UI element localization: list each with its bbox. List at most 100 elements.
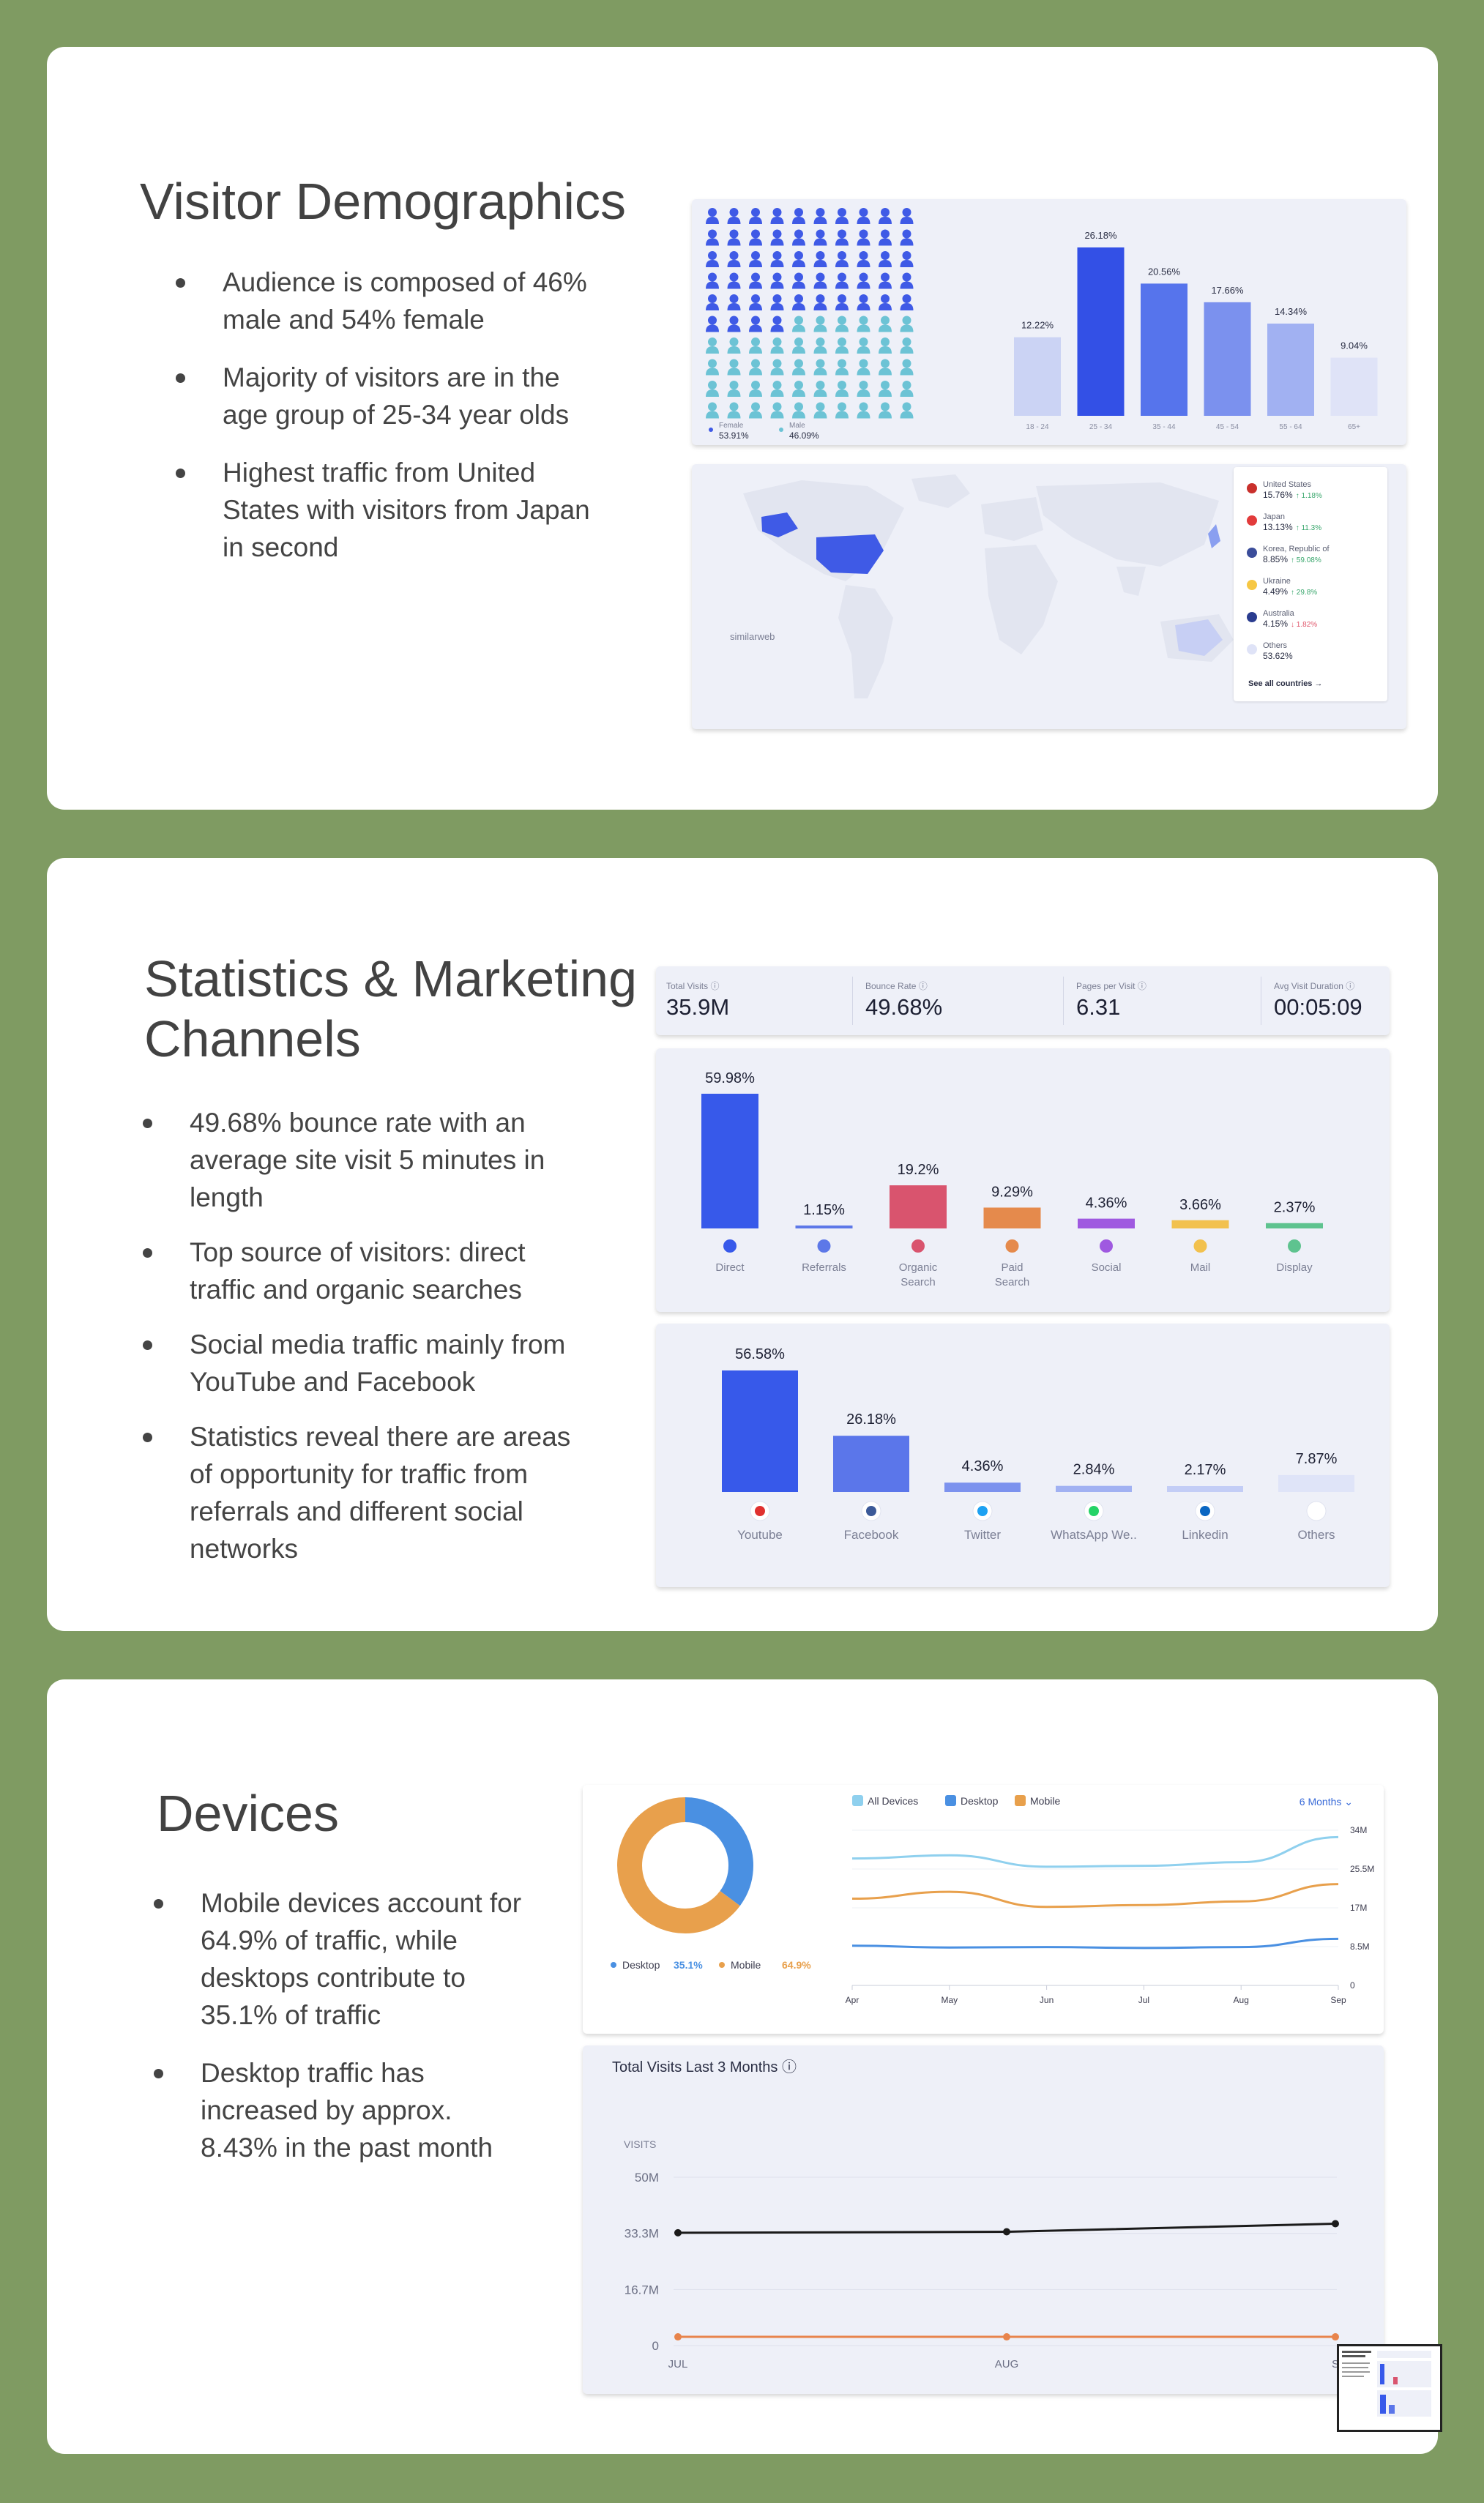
- see-all-countries-link[interactable]: See all countries →: [1248, 679, 1323, 688]
- flag-icon: [1247, 644, 1257, 654]
- country-value: 4.15% ↓ 1.82%: [1263, 619, 1318, 630]
- person-icon: [792, 260, 805, 267]
- social-traffic-panel: 56.58% Youtube 26.18% Facebook 4.36% Twitter 2…: [656, 1324, 1390, 1587]
- legend-checkbox: [945, 1795, 956, 1806]
- person-icon: [794, 381, 803, 389]
- person-icon: [751, 359, 760, 368]
- country-name: Japan: [1263, 512, 1285, 521]
- channel-data-label: 19.2%: [898, 1162, 939, 1178]
- x-tick-label: Apr: [846, 1995, 860, 2005]
- person-icon: [816, 402, 825, 411]
- channel-tick-label: Mail: [1190, 1261, 1211, 1274]
- stat-divider: [1063, 977, 1064, 1025]
- x-tick-label: Jun: [1040, 1995, 1054, 2005]
- x-tick-label: Aug: [1234, 1995, 1249, 2005]
- x-tick-label: Sep: [1330, 1995, 1346, 2005]
- person-icon: [794, 251, 803, 260]
- person-icon: [813, 303, 827, 310]
- flag-icon: [1247, 548, 1257, 558]
- person-icon: [879, 389, 892, 397]
- donut-legend-label: Mobile: [731, 1959, 761, 1971]
- donut-legend-value: 64.9%: [782, 1959, 811, 1971]
- donut-legend-value: 35.1%: [674, 1959, 703, 1971]
- person-icon: [751, 229, 760, 239]
- stat-box: Pages per Visit ⓘ 6.31: [1066, 966, 1264, 1035]
- person-icon: [729, 337, 739, 346]
- stat-value: 35.9M: [666, 994, 730, 1020]
- stat-box: Avg Visit Duration ⓘ 00:05:09: [1264, 966, 1390, 1035]
- person-icon: [772, 229, 782, 239]
- bullet-item: Social media traffic mainly from YouTube…: [138, 1326, 585, 1400]
- person-icon: [727, 389, 741, 397]
- person-icon: [792, 324, 805, 332]
- person-icon: [857, 411, 870, 419]
- flag-icon: [1247, 580, 1257, 590]
- person-icon: [838, 294, 846, 303]
- bullet-item: Statistics reveal there are areas of opp…: [138, 1418, 585, 1567]
- person-icon: [770, 303, 784, 310]
- person-icon: [770, 238, 784, 246]
- flag-icon: [1247, 483, 1257, 493]
- continent-shape: [1036, 482, 1219, 567]
- person-icon: [751, 251, 760, 260]
- y-tick-label: 50M: [635, 2171, 659, 2185]
- person-icon: [813, 324, 827, 332]
- country-name: Others: [1263, 641, 1288, 650]
- devices-slide: Devices Mobile devices account for 64.9%…: [47, 1679, 1438, 2454]
- country-name: Australia: [1263, 609, 1294, 618]
- person-icon: [708, 294, 717, 303]
- person-icon: [857, 389, 870, 397]
- person-icon: [835, 260, 849, 267]
- channel-bar: [983, 1207, 1041, 1228]
- stat-value: 00:05:09: [1274, 994, 1362, 1020]
- section-title: Devices: [157, 1785, 339, 1842]
- person-icon: [881, 272, 890, 282]
- person-icon: [900, 303, 914, 310]
- person-icon: [749, 303, 762, 310]
- person-icon: [792, 281, 805, 289]
- social-icon: [1100, 1239, 1113, 1253]
- visits-point: [1332, 2333, 1339, 2341]
- country-delta: ↑ 11.3%: [1295, 524, 1322, 532]
- person-icon: [835, 389, 849, 397]
- person-icon: [729, 294, 739, 303]
- person-icon: [706, 238, 719, 246]
- bullet-item: Mobile devices account for 64.9% of traf…: [149, 1884, 530, 2034]
- person-icon: [792, 368, 805, 376]
- person-icon: [857, 260, 870, 267]
- channel-data-label: 9.29%: [991, 1185, 1033, 1201]
- person-icon: [838, 229, 846, 239]
- age-tick-label: 35 - 44: [1152, 423, 1176, 431]
- channel-bar: [1078, 1218, 1135, 1228]
- person-icon: [749, 281, 762, 289]
- age-gender-panel: Female 53.91% Male 46.09% 12.22% 18 - 24 26.18…: [692, 199, 1406, 445]
- person-icon: [838, 359, 846, 368]
- twitter-icon: [977, 1506, 988, 1516]
- person-icon: [813, 238, 827, 246]
- youtube-icon: [755, 1506, 765, 1516]
- person-icon: [708, 402, 717, 411]
- channel-tick-label: Organic: [899, 1261, 938, 1274]
- person-icon: [813, 217, 827, 224]
- person-icon: [772, 272, 782, 282]
- slide-thumbnail[interactable]: [1337, 2344, 1442, 2432]
- person-icon: [706, 217, 719, 224]
- person-icon: [772, 402, 782, 411]
- person-icon: [751, 381, 760, 389]
- person-icon: [900, 260, 914, 267]
- person-icon: [879, 281, 892, 289]
- person-icon: [859, 316, 868, 325]
- person-icon: [881, 402, 890, 411]
- person-icon: [751, 208, 760, 217]
- person-icon: [879, 346, 892, 354]
- legend-checkbox: [1015, 1795, 1026, 1806]
- social-traffic-chart: 56.58% Youtube 26.18% Facebook 4.36% Twitter 2…: [722, 1346, 1354, 1542]
- country-delta: ↑ 1.18%: [1295, 492, 1322, 500]
- range-selector[interactable]: 6 Months ⌄: [1300, 1796, 1353, 1808]
- person-icon: [838, 402, 846, 411]
- person-icon: [900, 238, 914, 246]
- person-icon: [859, 337, 868, 346]
- flag-icon: [1247, 515, 1257, 526]
- person-icon: [749, 368, 762, 376]
- person-icon: [879, 260, 892, 267]
